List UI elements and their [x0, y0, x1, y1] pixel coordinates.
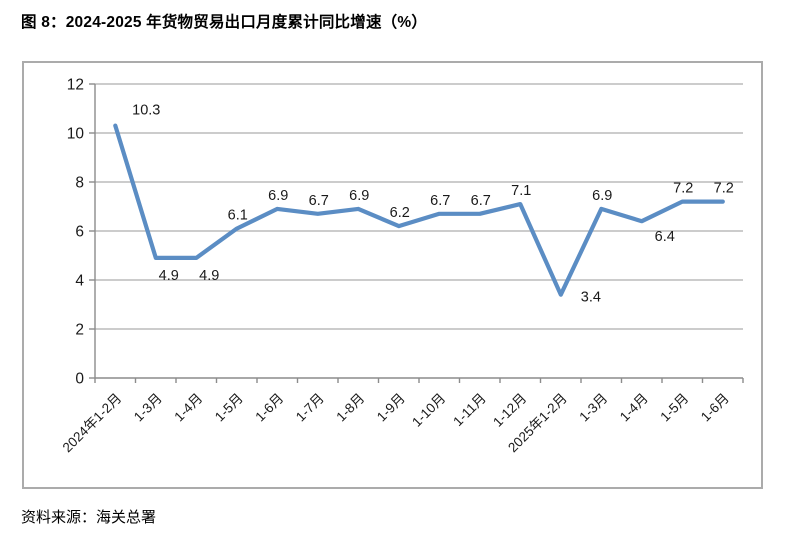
- x-axis-label: 1-9月: [374, 391, 408, 425]
- x-axis-label: 1-10月: [409, 391, 448, 430]
- x-axis-label: 1-3月: [576, 391, 610, 425]
- data-label: 3.4: [581, 290, 601, 306]
- data-label: 7.2: [673, 181, 693, 197]
- x-axis-label: 1-5月: [657, 391, 691, 425]
- chart-container: 0 2 4 6 8 10 12 10.3 4.9 4.9 6.1 6.9 6.7 6.9 6.2 6.7 6.7…: [22, 61, 763, 489]
- data-label: 7.2: [714, 181, 734, 197]
- line-chart: 0 2 4 6 8 10 12 10.3 4.9 4.9 6.1 6.9 6.7 6.9 6.2 6.7 6.7…: [60, 77, 744, 456]
- data-label: 4.9: [159, 268, 179, 284]
- x-axis-label: 1-4月: [171, 391, 205, 425]
- y-axis-label: 10: [67, 126, 85, 143]
- x-axis-label: 1-6月: [252, 391, 286, 425]
- data-label: 6.7: [430, 193, 450, 209]
- data-label: 6.4: [655, 229, 675, 245]
- data-label: 6.7: [309, 193, 329, 209]
- x-axis-label: 1-12月: [490, 391, 529, 430]
- series-line: [113, 123, 725, 297]
- x-axis-label: 2024年1-2月: [60, 391, 125, 456]
- data-label: 6.9: [592, 188, 612, 204]
- source-note: 资料来源：海关总署: [21, 509, 157, 526]
- data-label: 6.2: [390, 205, 410, 221]
- figure-title: 图 8：2024-2025 年货物贸易出口月度累计同比增速（%）: [21, 14, 428, 31]
- y-axis-label: 8: [75, 175, 84, 192]
- data-label: 7.1: [511, 183, 531, 199]
- data-label: 10.3: [132, 103, 160, 119]
- y-axis-label: 12: [67, 77, 84, 94]
- y-axis-label: 4: [75, 273, 84, 290]
- y-axis-label: 2: [75, 322, 84, 339]
- data-label: 4.9: [199, 268, 219, 284]
- x-axis-label: 1-3月: [131, 391, 165, 425]
- data-label: 6.9: [349, 188, 369, 204]
- y-axis-label: 6: [75, 224, 84, 241]
- data-label: 6.1: [228, 208, 248, 224]
- x-axis-label: 1-7月: [293, 391, 327, 425]
- x-axis-label: 1-6月: [698, 391, 732, 425]
- y-axis-label: 0: [75, 371, 84, 388]
- x-axis-label: 1-11月: [450, 391, 489, 430]
- data-label: 6.9: [268, 188, 288, 204]
- x-axis-label: 1-4月: [617, 391, 651, 425]
- data-label: 6.7: [471, 193, 491, 209]
- x-axis-label: 1-5月: [212, 391, 246, 425]
- x-axis-label: 1-8月: [333, 391, 367, 425]
